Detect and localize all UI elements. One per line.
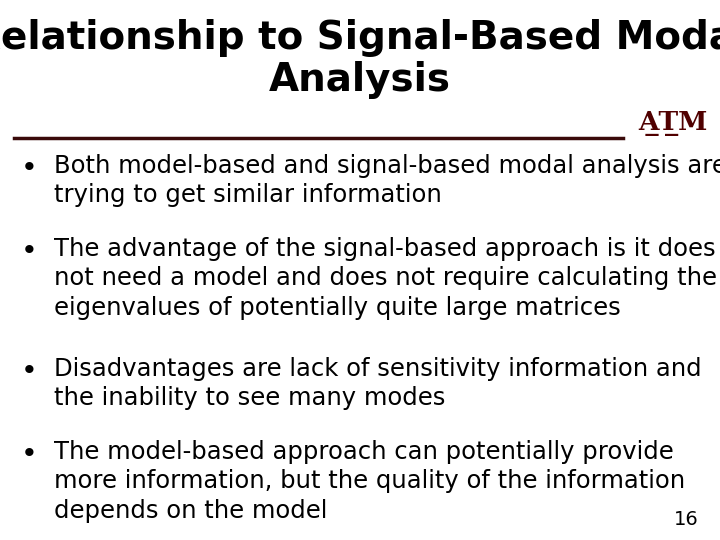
Text: The model-based approach can potentially provide
more information, but the quali: The model-based approach can potentially… (54, 440, 685, 523)
Text: •: • (20, 440, 37, 468)
Text: Disadvantages are lack of sensitivity information and
the inability to see many : Disadvantages are lack of sensitivity in… (54, 357, 701, 410)
Text: A̲T̲M: A̲T̲M (639, 111, 708, 136)
Text: Both model-based and signal-based modal analysis are
trying to get similar infor: Both model-based and signal-based modal … (54, 154, 720, 207)
Text: •: • (20, 237, 37, 265)
Text: •: • (20, 357, 37, 385)
Text: Relationship to Signal-Based Modal
Analysis: Relationship to Signal-Based Modal Analy… (0, 19, 720, 99)
Text: The advantage of the signal-based approach is it does
not need a model and does : The advantage of the signal-based approa… (54, 237, 717, 320)
Text: 16: 16 (674, 510, 698, 529)
Text: •: • (20, 154, 37, 182)
